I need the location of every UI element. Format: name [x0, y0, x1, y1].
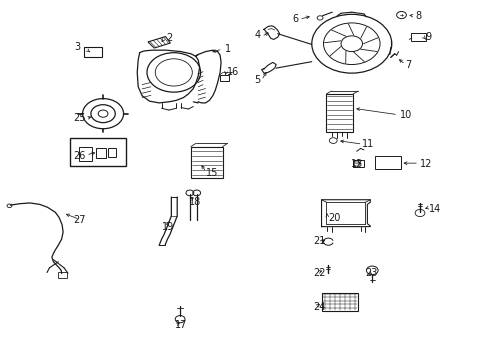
Text: 24: 24 — [312, 302, 325, 312]
Text: 4: 4 — [254, 30, 260, 40]
Text: 11: 11 — [361, 139, 373, 149]
Text: 6: 6 — [292, 14, 298, 24]
Text: 13: 13 — [350, 159, 362, 169]
Text: 3: 3 — [74, 42, 80, 52]
Bar — [79, 147, 92, 161]
Text: 5: 5 — [254, 75, 260, 85]
Text: 27: 27 — [73, 215, 85, 225]
Text: 18: 18 — [188, 197, 201, 207]
Bar — [352, 159, 364, 167]
Text: 9: 9 — [424, 32, 430, 42]
Bar — [83, 47, 102, 57]
Text: 26: 26 — [73, 150, 85, 161]
Text: 22: 22 — [312, 268, 325, 278]
Text: 2: 2 — [166, 33, 172, 43]
Text: 21: 21 — [312, 236, 325, 246]
Text: 12: 12 — [419, 159, 431, 169]
Bar — [374, 156, 400, 169]
Bar — [321, 293, 357, 311]
Bar — [220, 75, 228, 81]
Bar — [326, 94, 352, 132]
Bar — [58, 272, 67, 278]
Text: 19: 19 — [161, 222, 174, 232]
Bar — [190, 147, 222, 178]
Text: 23: 23 — [365, 268, 377, 278]
Text: 8: 8 — [414, 11, 421, 21]
Bar — [410, 33, 425, 41]
Text: 17: 17 — [175, 320, 187, 330]
Bar — [108, 148, 116, 157]
Bar — [96, 148, 105, 158]
Text: 10: 10 — [399, 111, 411, 121]
Text: 16: 16 — [226, 67, 239, 77]
Text: 20: 20 — [328, 213, 340, 222]
Text: 1: 1 — [224, 44, 231, 54]
Bar — [70, 138, 126, 166]
Text: 15: 15 — [205, 168, 218, 178]
Text: 25: 25 — [73, 113, 85, 123]
Text: 14: 14 — [428, 204, 440, 214]
Text: 7: 7 — [405, 60, 411, 70]
